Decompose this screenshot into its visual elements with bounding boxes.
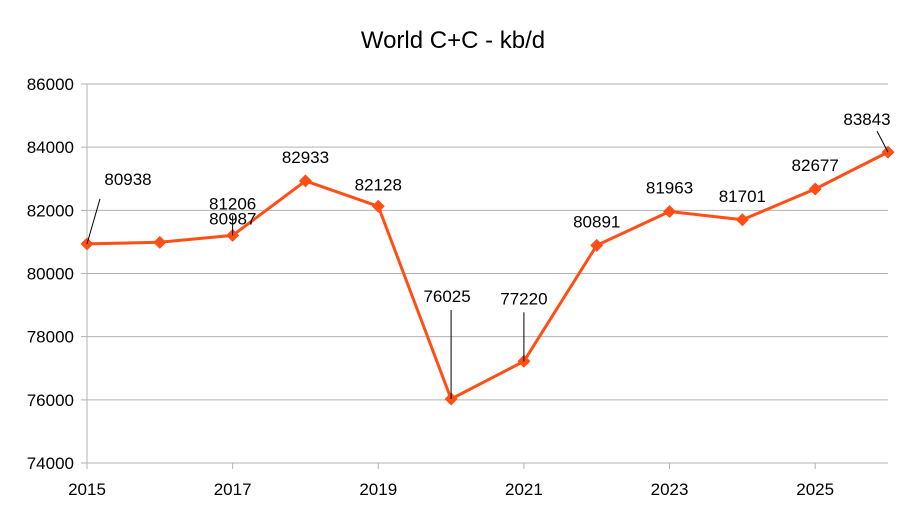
x-tick-label: 2023 (651, 480, 689, 499)
data-point-marker (808, 182, 822, 196)
data-label: 82677 (792, 156, 839, 175)
y-tick-label: 86000 (27, 75, 74, 94)
data-label-leader (86, 198, 101, 245)
y-tick-label: 74000 (27, 454, 74, 473)
y-tick-label: 82000 (27, 201, 74, 220)
data-label: 81206 (209, 194, 256, 213)
data-label: 82933 (282, 148, 329, 167)
x-tick-label: 2021 (505, 480, 543, 499)
data-label: 83843 (843, 110, 890, 129)
y-tick-label: 80000 (27, 265, 74, 284)
x-tick-label: 2019 (359, 480, 397, 499)
x-tick-label: 2025 (796, 480, 834, 499)
data-label: 82128 (355, 175, 402, 194)
y-tick-label: 78000 (27, 328, 74, 347)
data-label: 80891 (573, 212, 620, 231)
gridlines (81, 83, 888, 464)
chart-title: World C+C - kb/d (361, 27, 545, 54)
series-line (86, 150, 889, 401)
data-label: 81701 (719, 187, 766, 206)
y-tick-label: 76000 (27, 391, 74, 410)
data-point-marker (590, 238, 604, 252)
series-group (80, 145, 895, 406)
data-point-marker (153, 235, 167, 249)
data-label: 80938 (104, 170, 151, 189)
axes (86, 84, 888, 469)
data-label: 76025 (423, 287, 470, 306)
data-point-marker (735, 213, 749, 227)
data-label: 81963 (646, 179, 693, 198)
data-point-marker (663, 205, 677, 219)
data-point-marker (371, 199, 385, 213)
x-tick-label: 2017 (214, 480, 252, 499)
data-point-marker (298, 174, 312, 188)
x-tick-labels: 2015 2017 2019 2021 2023 2025 (68, 480, 834, 499)
data-label-leader (876, 130, 889, 153)
y-tick-labels: 74000 76000 78000 80000 82000 84000 86000 (27, 75, 74, 473)
y-tick-label: 84000 (27, 138, 74, 157)
data-label: 77220 (500, 289, 547, 308)
x-tick-label: 2015 (68, 480, 106, 499)
